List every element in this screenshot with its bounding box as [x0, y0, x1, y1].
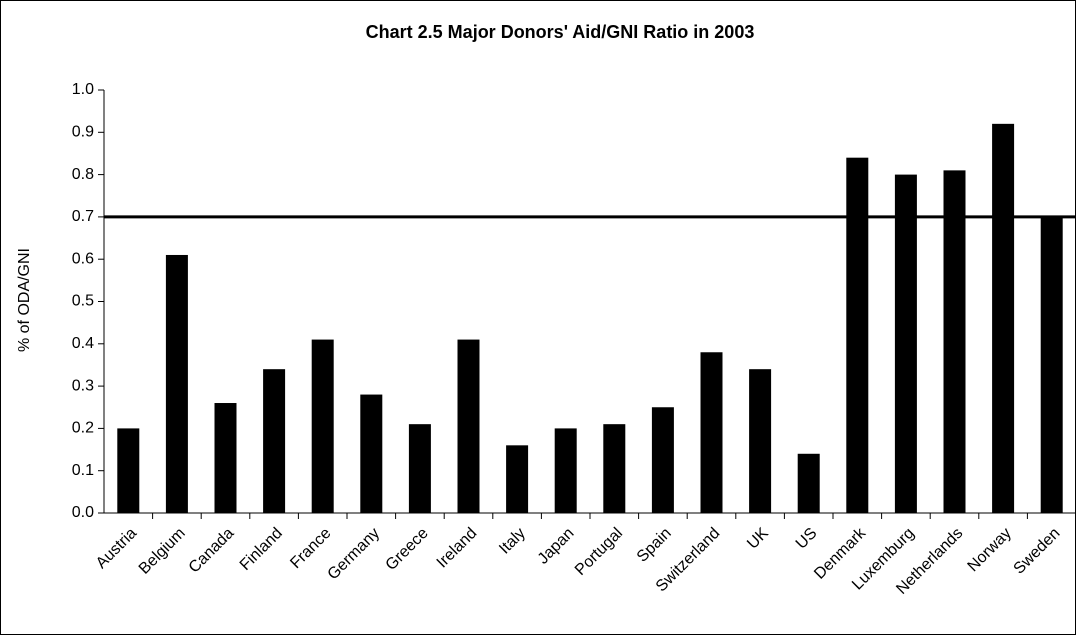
y-axis-label: % of ODA/GNI — [16, 248, 33, 352]
y-tick-label: 1.0 — [72, 81, 94, 98]
bar — [846, 157, 869, 513]
bar — [603, 424, 626, 513]
bar — [749, 369, 772, 513]
bar — [797, 453, 820, 513]
bar — [214, 403, 237, 513]
y-tick-label: 0.0 — [72, 504, 94, 521]
y-tick-label: 0.5 — [72, 293, 94, 310]
bar — [943, 170, 966, 513]
y-tick-label: 0.2 — [72, 420, 94, 437]
y-tick-label: 0.3 — [72, 377, 94, 394]
bar — [117, 428, 140, 513]
bar — [506, 445, 529, 513]
bar — [894, 174, 917, 513]
y-tick-label: 0.7 — [72, 208, 94, 225]
bar — [992, 123, 1015, 513]
y-tick-label: 0.8 — [72, 166, 94, 183]
bar — [1040, 216, 1063, 513]
bar — [165, 254, 188, 513]
bar — [408, 424, 431, 513]
bar — [360, 394, 383, 513]
bar — [263, 369, 286, 513]
bar — [554, 428, 577, 513]
y-tick-label: 0.6 — [72, 250, 94, 267]
chart-title: Chart 2.5 Major Donors' Aid/GNI Ratio in… — [366, 22, 755, 42]
bar — [700, 352, 723, 513]
y-tick-label: 0.9 — [72, 124, 94, 141]
y-tick-label: 0.1 — [72, 462, 94, 479]
y-tick-label: 0.4 — [72, 335, 94, 352]
bar — [651, 407, 674, 513]
bar — [311, 339, 334, 513]
bar — [457, 339, 480, 513]
